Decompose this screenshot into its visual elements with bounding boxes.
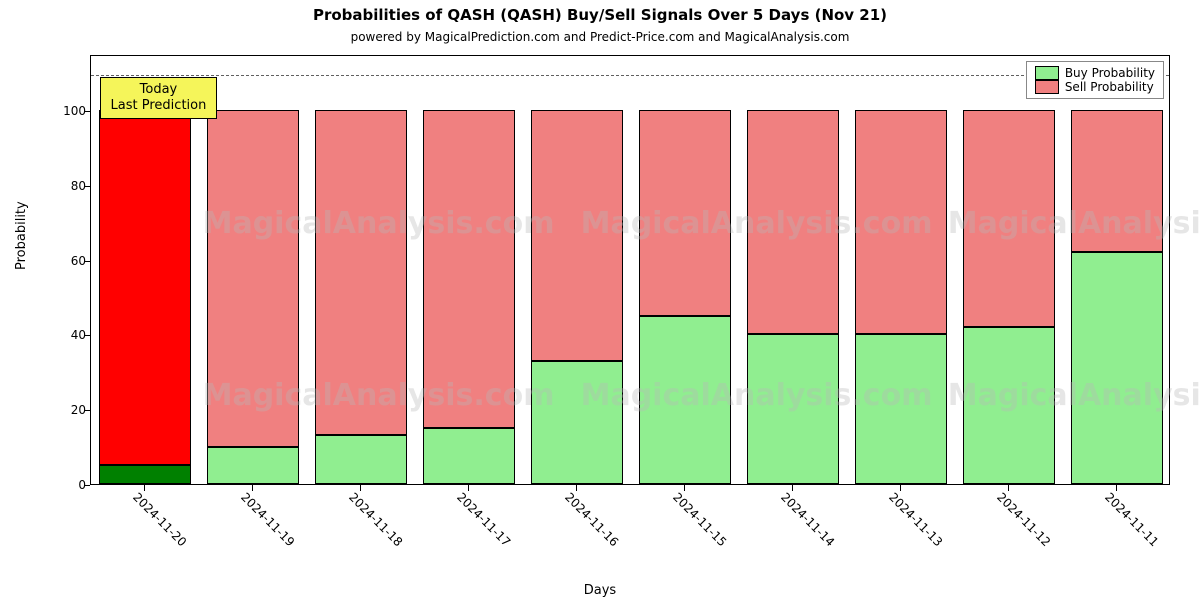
buy-bar xyxy=(747,334,840,484)
x-tick-mark xyxy=(684,485,685,491)
legend: Buy ProbabilitySell Probability xyxy=(1026,61,1164,99)
reference-line xyxy=(91,75,1169,76)
y-tick-mark xyxy=(84,335,90,336)
buy-bar xyxy=(99,465,192,484)
sell-bar xyxy=(963,110,1056,327)
x-tick-mark xyxy=(792,485,793,491)
today-callout-line2: Last Prediction xyxy=(111,98,207,114)
sell-bar xyxy=(1071,110,1164,252)
chart-subtitle: powered by MagicalPrediction.com and Pre… xyxy=(0,30,1200,44)
sell-bar xyxy=(531,110,624,361)
legend-label: Sell Probability xyxy=(1065,80,1154,94)
bar-group xyxy=(747,54,840,484)
x-tick-mark xyxy=(576,485,577,491)
legend-swatch xyxy=(1035,80,1059,94)
y-tick-mark xyxy=(84,485,90,486)
x-tick-mark xyxy=(144,485,145,491)
y-tick-label: 80 xyxy=(16,179,86,193)
x-tick-mark xyxy=(360,485,361,491)
y-tick-label: 60 xyxy=(16,254,86,268)
plot-area: MagicalAnalysis.comMagicalAnalysis.comMa… xyxy=(90,55,1170,485)
x-tick-label: 2024-11-17 xyxy=(454,490,513,549)
buy-bar xyxy=(315,435,408,484)
legend-label: Buy Probability xyxy=(1065,66,1155,80)
bar-group xyxy=(855,54,948,484)
x-tick-label: 2024-11-19 xyxy=(238,490,297,549)
x-tick-mark xyxy=(1116,485,1117,491)
sell-bar xyxy=(99,110,192,465)
y-tick-label: 40 xyxy=(16,328,86,342)
buy-bar xyxy=(531,361,624,484)
today-callout-line1: Today xyxy=(111,82,207,98)
legend-swatch xyxy=(1035,66,1059,80)
buy-bar xyxy=(423,428,516,484)
x-tick-mark xyxy=(900,485,901,491)
bar-group xyxy=(207,54,300,484)
legend-item: Buy Probability xyxy=(1035,66,1155,80)
sell-bar xyxy=(855,110,948,334)
sell-bar xyxy=(747,110,840,334)
bars-layer xyxy=(91,56,1169,484)
x-tick-label: 2024-11-18 xyxy=(346,490,405,549)
y-tick-mark xyxy=(84,410,90,411)
chart-container: Probabilities of QASH (QASH) Buy/Sell Si… xyxy=(0,0,1200,600)
x-tick-mark xyxy=(252,485,253,491)
y-tick-mark xyxy=(84,261,90,262)
x-tick-label: 2024-11-13 xyxy=(886,490,945,549)
y-tick-label: 100 xyxy=(16,104,86,118)
sell-bar xyxy=(315,110,408,435)
x-tick-label: 2024-11-16 xyxy=(562,490,621,549)
buy-bar xyxy=(207,447,300,484)
chart-title: Probabilities of QASH (QASH) Buy/Sell Si… xyxy=(0,6,1200,24)
sell-bar xyxy=(423,110,516,428)
bar-group xyxy=(963,54,1056,484)
x-axis-label: Days xyxy=(0,583,1200,598)
x-tick-label: 2024-11-11 xyxy=(1102,490,1161,549)
x-tick-label: 2024-11-14 xyxy=(778,490,837,549)
bar-group xyxy=(639,54,732,484)
bar-group xyxy=(531,54,624,484)
buy-bar xyxy=(639,316,732,484)
y-tick-label: 20 xyxy=(16,403,86,417)
x-tick-label: 2024-11-20 xyxy=(130,490,189,549)
bar-group xyxy=(315,54,408,484)
bar-group xyxy=(1071,54,1164,484)
y-tick-mark xyxy=(84,111,90,112)
x-tick-label: 2024-11-12 xyxy=(994,490,1053,549)
x-tick-label: 2024-11-15 xyxy=(670,490,729,549)
x-tick-mark xyxy=(468,485,469,491)
today-callout: TodayLast Prediction xyxy=(100,77,218,120)
buy-bar xyxy=(963,327,1056,484)
sell-bar xyxy=(207,110,300,447)
x-tick-mark xyxy=(1008,485,1009,491)
legend-item: Sell Probability xyxy=(1035,80,1155,94)
buy-bar xyxy=(855,334,948,484)
buy-bar xyxy=(1071,252,1164,484)
y-tick-label: 0 xyxy=(16,478,86,492)
sell-bar xyxy=(639,110,732,316)
y-tick-mark xyxy=(84,186,90,187)
bar-group xyxy=(423,54,516,484)
